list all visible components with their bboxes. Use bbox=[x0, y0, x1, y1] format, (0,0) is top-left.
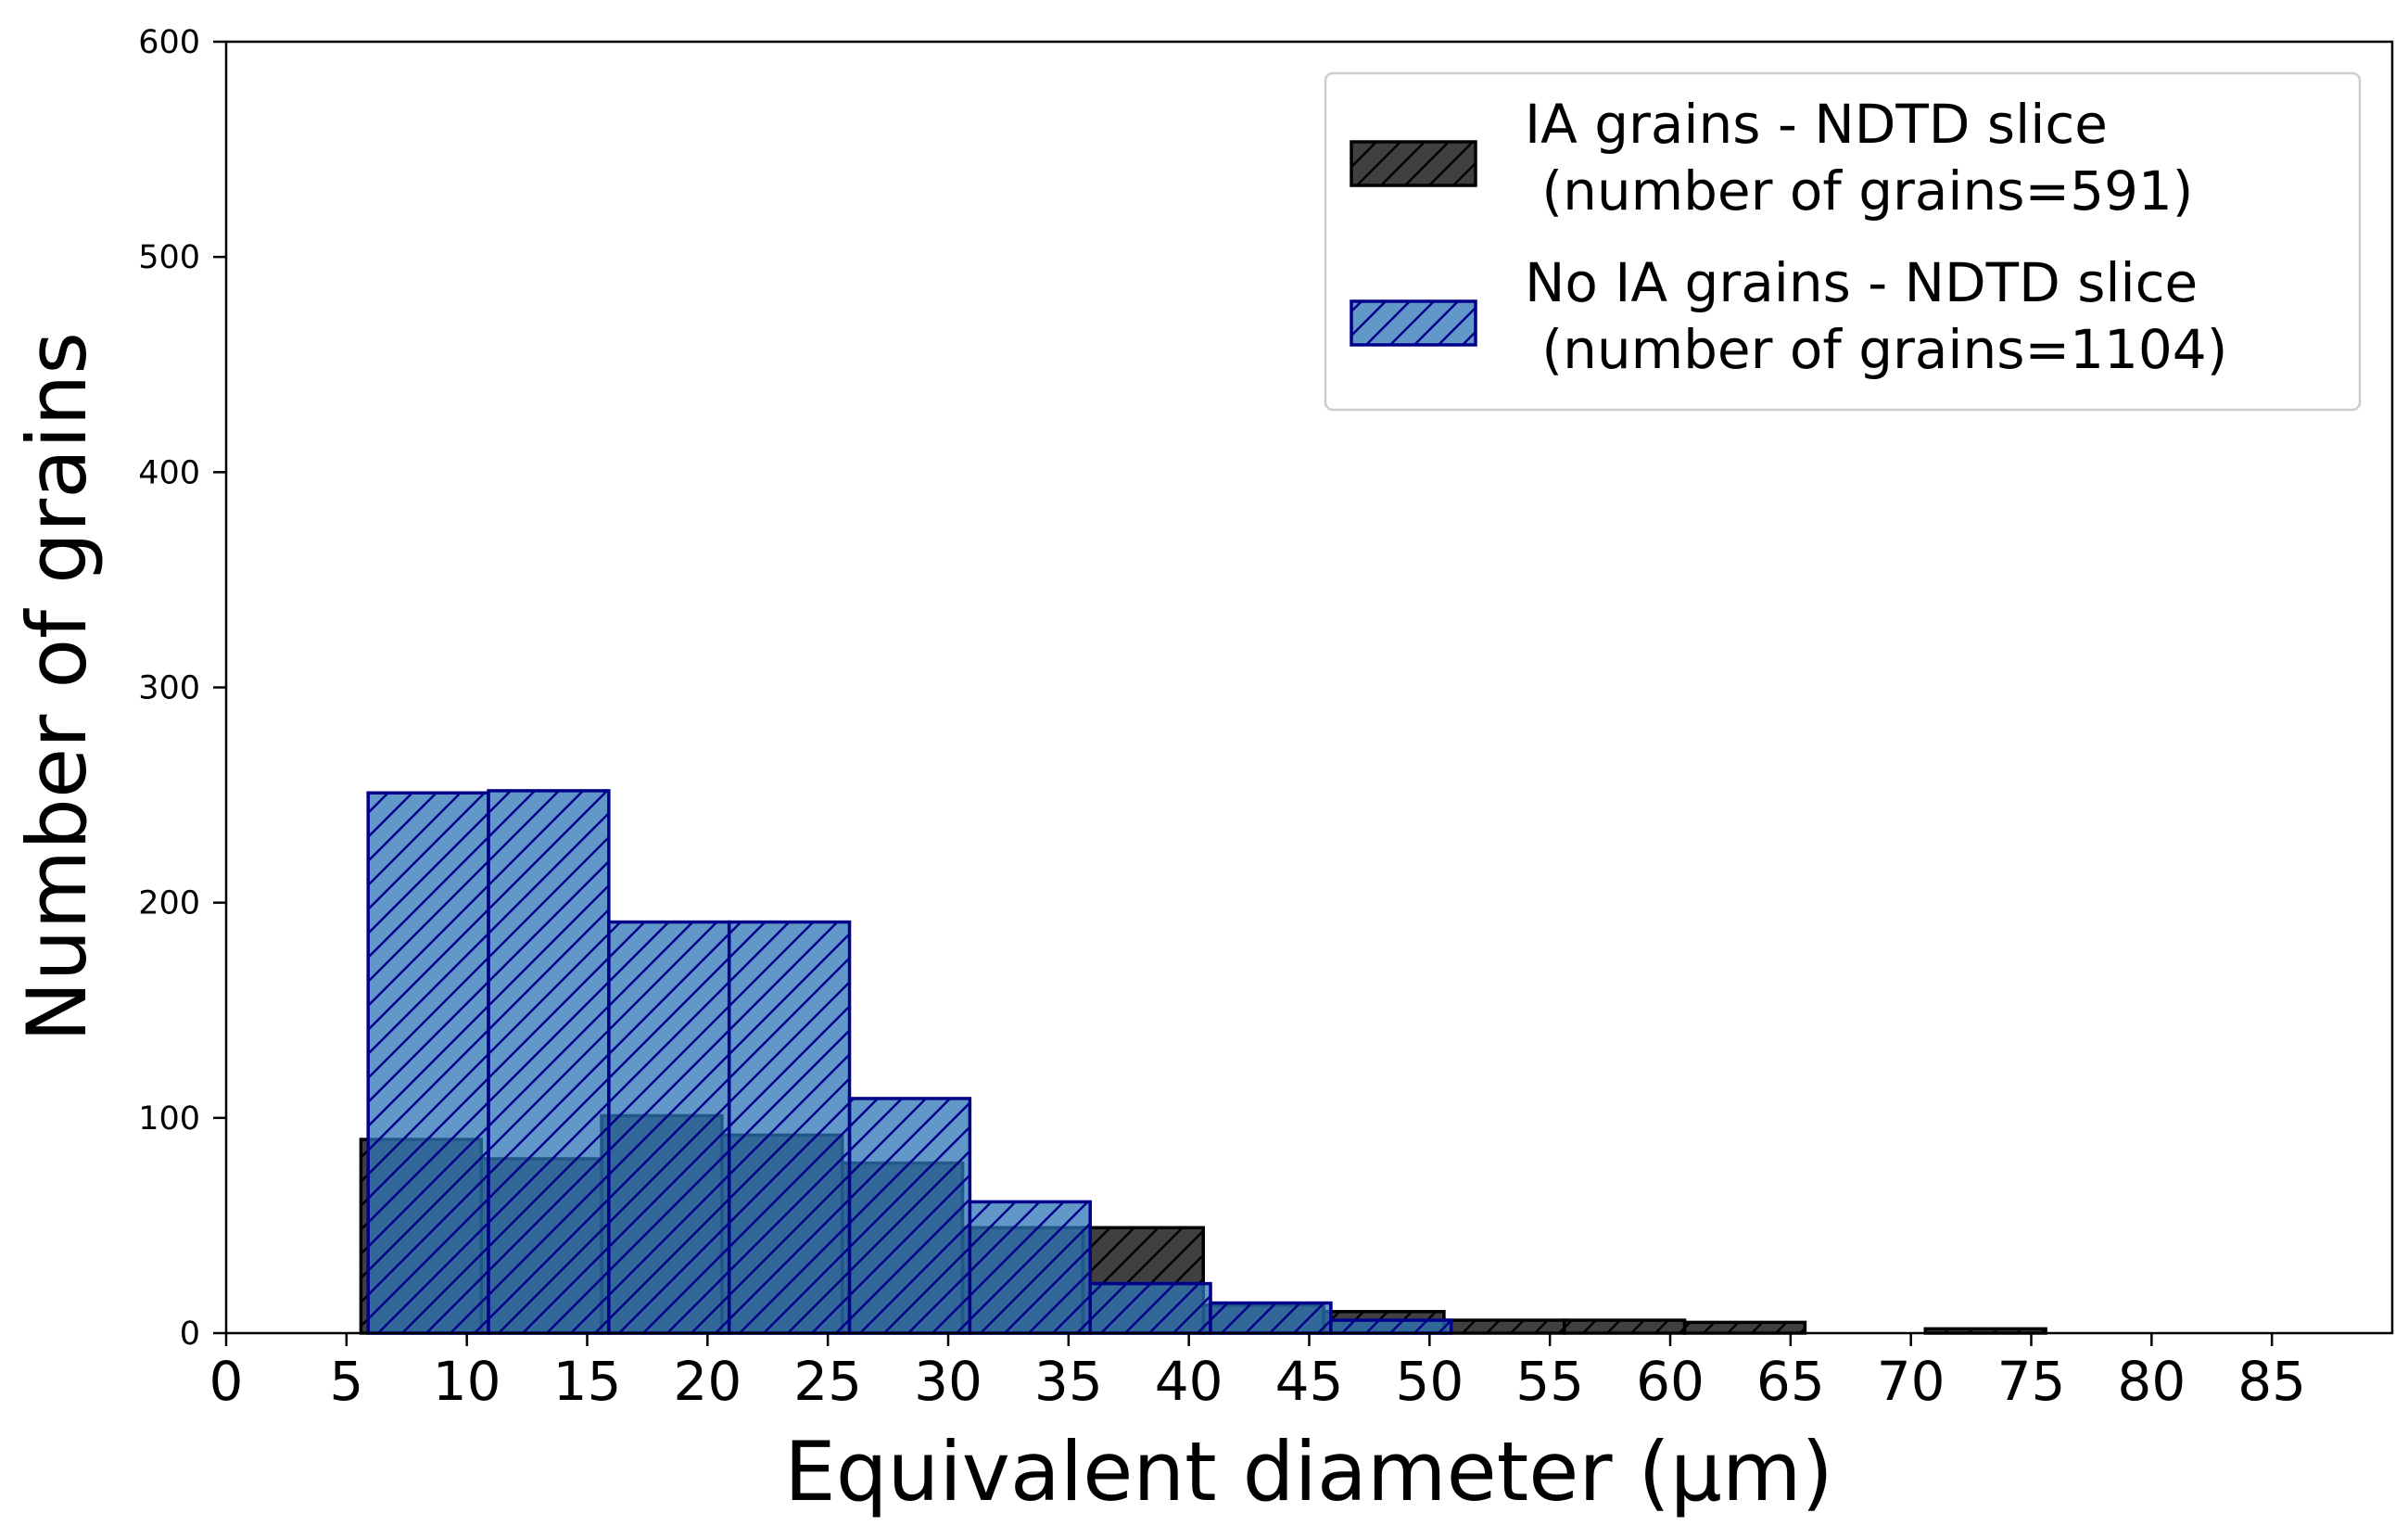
bar-no-ia-1 bbox=[366, 791, 490, 1335]
x-tick-label: 45 bbox=[1275, 1350, 1344, 1413]
legend: IA grains - NDTD slice (number of grains… bbox=[1324, 71, 2362, 412]
x-tick-label: 5 bbox=[329, 1350, 363, 1413]
bar-ia-11 bbox=[1562, 1318, 1687, 1335]
legend-box bbox=[1324, 71, 2362, 412]
bar-no-ia-5-hatch bbox=[847, 1097, 972, 1335]
x-axis-label: Equivalent diameter (µm) bbox=[784, 1424, 1833, 1519]
x-tick-label: 60 bbox=[1636, 1350, 1705, 1413]
bar-ia-11-hatch bbox=[1562, 1318, 1687, 1335]
legend-label-no-ia: No IA grains - NDTD slice (number of gra… bbox=[1525, 251, 2227, 381]
bar-ia-10-hatch bbox=[1442, 1318, 1566, 1335]
bar-no-ia-7-hatch bbox=[1088, 1281, 1212, 1335]
bar-no-ia-3 bbox=[607, 920, 731, 1335]
legend-label-no-ia-line2: (number of grains=1104) bbox=[1525, 318, 2227, 381]
bar-no-ia-9 bbox=[1329, 1318, 1453, 1335]
x-tick-label: 40 bbox=[1155, 1350, 1223, 1413]
bar-no-ia-4 bbox=[727, 920, 852, 1335]
bar-no-ia-4-hatch bbox=[727, 920, 852, 1335]
y-axis-label: Number of grains bbox=[9, 332, 105, 1042]
y-tick-label: 600 bbox=[138, 24, 200, 61]
y-tick-label: 300 bbox=[138, 670, 200, 707]
x-tick-label: 55 bbox=[1515, 1350, 1584, 1413]
bar-no-ia-6-hatch bbox=[968, 1200, 1092, 1335]
x-axis-ticks: 0 5 10 15 20 25 30 35 40 45 50 55 60 65 70 75 80 85 bbox=[209, 1333, 2306, 1413]
legend-swatch-ia-hatch bbox=[1351, 142, 1476, 185]
legend-label-ia-line2: (number of grains=591) bbox=[1525, 159, 2193, 222]
y-tick-label: 400 bbox=[138, 454, 200, 491]
legend-entry-no-ia: No IA grains - NDTD slice (number of gra… bbox=[1350, 251, 2227, 381]
x-tick-label: 0 bbox=[209, 1350, 244, 1413]
legend-swatch-no-ia-hatch bbox=[1351, 301, 1476, 345]
legend-label-no-ia-line1: No IA grains - NDTD slice bbox=[1525, 251, 2198, 314]
legend-label-ia-line1: IA grains - NDTD slice bbox=[1525, 93, 2108, 156]
bar-ia-12-hatch bbox=[1682, 1320, 1807, 1335]
x-tick-label: 75 bbox=[1997, 1350, 2066, 1413]
y-tick-label: 200 bbox=[138, 885, 200, 922]
bar-no-ia-9-hatch bbox=[1329, 1318, 1453, 1335]
bar-no-ia-2 bbox=[487, 789, 611, 1335]
series-no-ia-bars bbox=[366, 789, 1453, 1335]
x-tick-label: 15 bbox=[553, 1350, 622, 1413]
bar-no-ia-7 bbox=[1088, 1281, 1212, 1335]
bar-no-ia-1-hatch bbox=[366, 791, 490, 1335]
bar-no-ia-8-hatch bbox=[1209, 1301, 1333, 1335]
x-tick-label: 10 bbox=[433, 1350, 501, 1413]
y-tick-label: 0 bbox=[180, 1316, 200, 1353]
bar-no-ia-5 bbox=[847, 1097, 972, 1335]
legend-entry-ia: IA grains - NDTD slice (number of grains… bbox=[1350, 93, 2193, 222]
x-tick-label: 65 bbox=[1756, 1350, 1825, 1413]
y-axis-ticks: 0 100 200 300 400 500 600 bbox=[138, 24, 226, 1353]
y-tick-label: 100 bbox=[138, 1100, 200, 1138]
x-tick-label: 35 bbox=[1034, 1350, 1103, 1413]
y-tick-label: 500 bbox=[138, 239, 200, 276]
x-tick-label: 70 bbox=[1877, 1350, 1945, 1413]
x-tick-label: 50 bbox=[1395, 1350, 1464, 1413]
legend-label-ia: IA grains - NDTD slice (number of grains… bbox=[1525, 93, 2193, 222]
x-tick-label: 25 bbox=[793, 1350, 862, 1413]
bar-ia-10 bbox=[1442, 1318, 1566, 1335]
bar-no-ia-6 bbox=[968, 1200, 1092, 1335]
bar-ia-12 bbox=[1682, 1320, 1807, 1335]
x-tick-label: 80 bbox=[2117, 1350, 2186, 1413]
x-tick-label: 85 bbox=[2237, 1350, 2306, 1413]
x-tick-label: 20 bbox=[673, 1350, 741, 1413]
bar-no-ia-8 bbox=[1209, 1301, 1333, 1335]
x-tick-label: 30 bbox=[914, 1350, 982, 1413]
bar-no-ia-2-hatch bbox=[487, 789, 611, 1335]
bar-no-ia-3-hatch bbox=[607, 920, 731, 1335]
